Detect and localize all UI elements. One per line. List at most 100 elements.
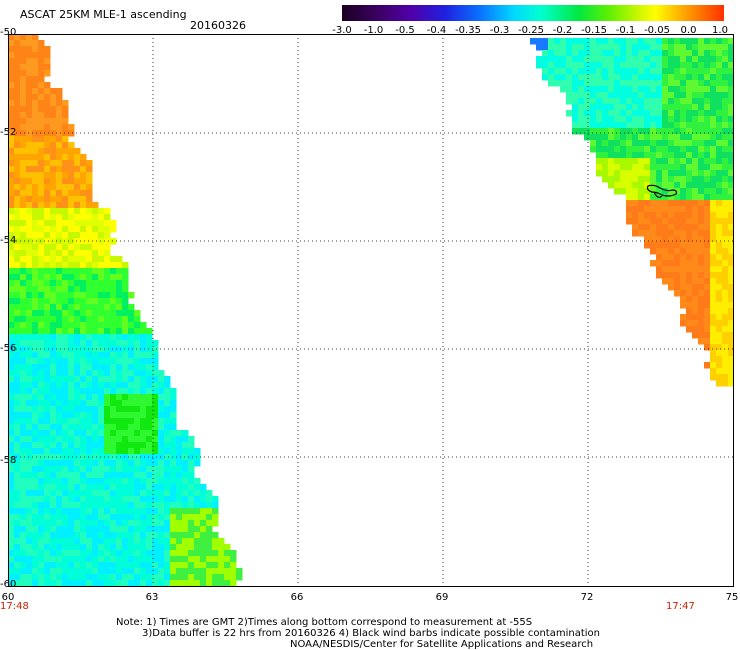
swath-cell (44, 82, 51, 89)
swath-cell (572, 68, 579, 75)
swath-cell (86, 232, 93, 239)
swath-cell (8, 250, 15, 257)
swath-cell (8, 388, 15, 395)
swath-cell (116, 292, 123, 299)
swath-cell (704, 296, 711, 303)
swath-cell (62, 262, 69, 269)
swath-cell (572, 50, 579, 57)
swath-cell (698, 104, 705, 111)
swath-cell (50, 154, 57, 161)
swath-cell (716, 182, 723, 189)
swath-cell (656, 98, 663, 105)
swath-cell (194, 448, 201, 455)
swath-cell (20, 316, 27, 323)
swath-cell (620, 152, 627, 159)
swath-cell (722, 230, 729, 237)
swath-cell (44, 322, 51, 329)
swath-cell (692, 62, 699, 69)
swath-cell (632, 38, 639, 45)
swath-cell (620, 128, 627, 135)
swath-cell (608, 74, 615, 81)
swath-cell (152, 520, 159, 527)
swath-cell (14, 370, 21, 377)
swath-cell (590, 134, 597, 141)
swath-cell (86, 280, 93, 287)
swath-cell (50, 424, 57, 431)
swath-cell (98, 454, 105, 461)
swath-cell (122, 514, 129, 521)
swath-cell (128, 532, 135, 539)
swath-cell (638, 140, 645, 147)
swath-cell (56, 556, 63, 563)
swath-cell (44, 520, 51, 527)
swath-cell (674, 158, 681, 165)
swath-cell (68, 304, 75, 311)
swath-cell (146, 562, 153, 569)
swath-cell (32, 412, 39, 419)
swath-cell (140, 442, 147, 449)
swath-cell (662, 152, 669, 159)
swath-cell (26, 160, 33, 167)
swath-cell (26, 106, 33, 113)
swath-cell (710, 116, 717, 123)
swath-cell (74, 340, 81, 347)
swath-cell (218, 562, 225, 569)
swath-cell (716, 374, 723, 381)
swath-cell (614, 188, 621, 195)
swath-cell (674, 224, 681, 231)
swath-cell (662, 146, 669, 153)
swath-cell (146, 382, 153, 389)
swath-cell (62, 316, 69, 323)
swath-cell (698, 248, 705, 255)
swath-cell (98, 472, 105, 479)
swath-cell (710, 296, 717, 303)
swath-cell (668, 74, 675, 81)
swath-cell (188, 454, 195, 461)
swath-cell (20, 238, 27, 245)
swath-cell (620, 188, 627, 195)
swath-cell (122, 466, 129, 473)
swath-cell (92, 220, 99, 227)
swath-cell (578, 80, 585, 87)
swath-cell (650, 200, 657, 207)
swath-cell (74, 322, 81, 329)
swath-cell (128, 376, 135, 383)
swath-cell (668, 146, 675, 153)
swath-cell (44, 238, 51, 245)
swath-cell (698, 86, 705, 93)
swath-cell (578, 92, 585, 99)
swath-cell (128, 484, 135, 491)
swath-cell (50, 352, 57, 359)
swath-cell (674, 200, 681, 207)
swath-cell (164, 478, 171, 485)
swath-cell (104, 346, 111, 353)
swath-cell (68, 352, 75, 359)
swath-cell (92, 214, 99, 221)
swath-cell (662, 98, 669, 105)
swath-cell (710, 38, 717, 45)
swath-cell (128, 550, 135, 557)
swath-cell (140, 346, 147, 353)
swath-cell (668, 272, 675, 279)
swath-cell (86, 244, 93, 251)
swath-cell (104, 574, 111, 581)
swath-cell (728, 206, 734, 213)
swath-cell (38, 280, 45, 287)
swath-cell (626, 92, 633, 99)
swath-cell (116, 400, 123, 407)
swath-cell (8, 178, 15, 185)
swath-cell (128, 340, 135, 347)
swath-cell (68, 274, 75, 281)
swath-cell (560, 74, 567, 81)
swath-cell (14, 214, 21, 221)
swath-cell (686, 200, 693, 207)
swath-cell (20, 298, 27, 305)
swath-cell (560, 80, 567, 87)
swath-cell (704, 236, 711, 243)
swath-cell (14, 106, 21, 113)
swath-cell (548, 68, 555, 75)
swath-cell (698, 98, 705, 105)
swath-cell (716, 80, 723, 87)
swath-cell (44, 172, 51, 179)
swath-cell (668, 194, 675, 201)
